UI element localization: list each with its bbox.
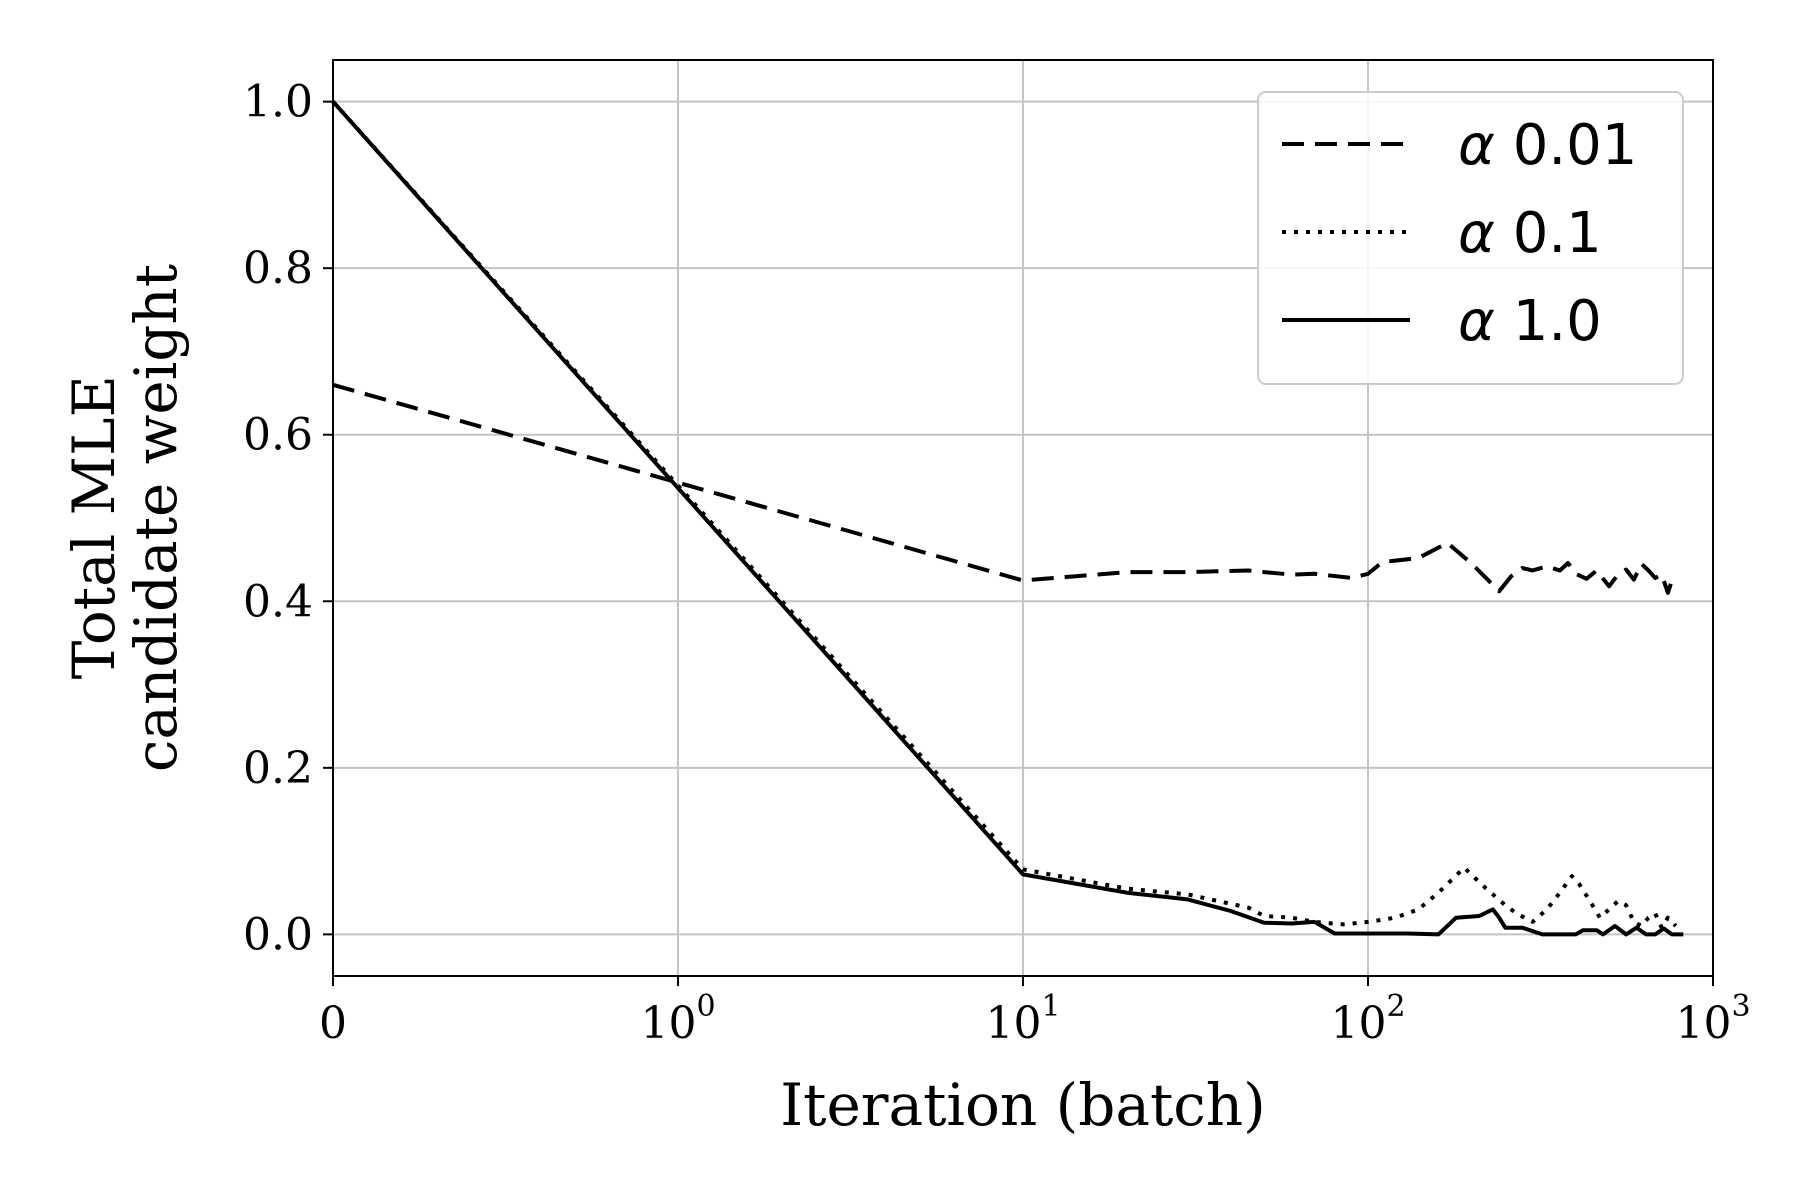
y-axis-label: Total MLE candidate weight	[60, 264, 190, 772]
y-tick-label: 0.0	[243, 909, 313, 960]
y-tick-label: 0.2	[243, 743, 313, 794]
x-axis-label: Iteration (batch)	[780, 1071, 1266, 1139]
legend: α 0.01α 0.1α 1.0	[1257, 91, 1684, 385]
y-axis: 0.0 0.2 0.4 0.6 0.8 1.0	[243, 77, 333, 960]
x-tick-base: 0	[319, 998, 347, 1049]
legend-entry-label: α 1.0	[1458, 289, 1602, 354]
x-tick-exponent: 0	[696, 989, 715, 1024]
x-tick-exponent: 2	[1386, 989, 1405, 1024]
y-tick-label: 0.8	[243, 243, 313, 294]
series-line-solid	[331, 100, 1684, 937]
y-tick-label: 0.4	[243, 576, 313, 627]
series-lines	[331, 100, 1684, 937]
x-tick-exponent: 3	[1731, 989, 1750, 1024]
x-tick-label: 103	[1675, 989, 1750, 1049]
x-tick-label: 100	[640, 989, 715, 1049]
legend-alpha-symbol: α	[1458, 201, 1495, 266]
y-tick-label: 1.0	[243, 77, 313, 128]
legend-entry-label: α 0.1	[1458, 201, 1602, 266]
legend-series-name: 0.01	[1495, 113, 1638, 178]
legend-series-name: 0.1	[1495, 201, 1602, 266]
y-axis-label-line-2: candidate weight	[122, 264, 190, 772]
x-tick-label: 0	[319, 998, 347, 1049]
x-tick-base: 10	[1675, 998, 1731, 1049]
x-tick-label: 102	[1330, 989, 1405, 1049]
legend-entry-label: α 0.01	[1458, 113, 1637, 178]
x-tick-label: 101	[985, 989, 1060, 1049]
legend-box	[1257, 91, 1684, 385]
x-axis: 0 100 101 102 103	[319, 976, 1751, 1049]
legend-series-name: 1.0	[1495, 289, 1602, 354]
x-tick-base: 10	[985, 998, 1041, 1049]
legend-alpha-symbol: α	[1458, 289, 1495, 354]
y-axis-label-line-1: Total MLE	[60, 375, 128, 679]
series-line-dotted	[331, 100, 1678, 930]
x-tick-base: 10	[640, 998, 696, 1049]
series-line-dashed	[332, 382, 1674, 595]
x-tick-exponent: 1	[1041, 989, 1060, 1024]
x-tick-base: 10	[1330, 998, 1386, 1049]
y-tick-label: 0.6	[243, 410, 313, 461]
legend-alpha-symbol: α	[1458, 113, 1495, 178]
